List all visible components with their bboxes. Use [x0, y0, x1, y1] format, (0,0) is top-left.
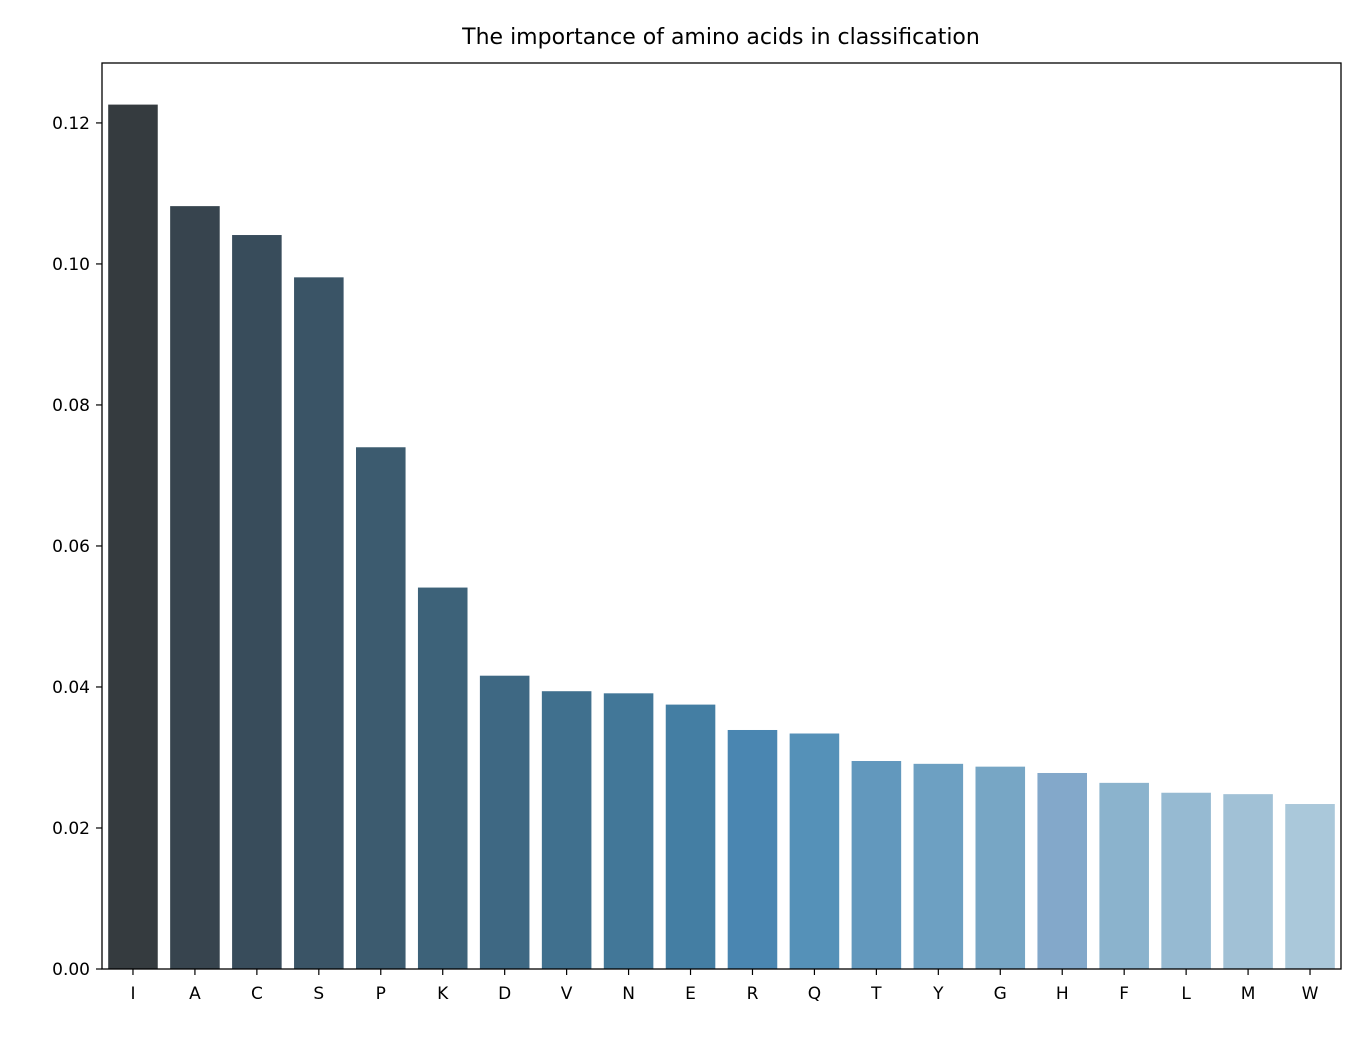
- y-tick-label: 0.12: [52, 114, 90, 134]
- x-tick-label: M: [1241, 984, 1256, 1004]
- bar-D: [479, 675, 530, 969]
- chart-title: The importance of amino acids in classif…: [461, 25, 980, 50]
- x-tick-label: I: [130, 984, 135, 1004]
- x-tick-label: Q: [808, 984, 821, 1004]
- bar-I: [108, 104, 158, 970]
- x-tick-label: T: [870, 984, 882, 1004]
- plot-frame: [101, 62, 1342, 970]
- bar-V: [541, 691, 592, 969]
- x-tick-label: K: [437, 984, 449, 1004]
- x-tick-label: S: [313, 984, 324, 1004]
- bar-A: [170, 206, 220, 969]
- bar-P: [356, 447, 406, 969]
- x-tick-label: G: [994, 984, 1007, 1004]
- x-tick-label: L: [1181, 984, 1191, 1004]
- bar-S: [294, 277, 344, 970]
- x-tick-label: E: [685, 984, 696, 1004]
- bar-Y: [913, 763, 964, 969]
- bar-L: [1161, 792, 1211, 969]
- bar-T: [851, 761, 902, 969]
- bar-K: [417, 587, 468, 969]
- bars-group: [108, 104, 1335, 970]
- x-tick-label: A: [189, 984, 201, 1004]
- bar-H: [1037, 772, 1087, 969]
- x-tick-label: N: [622, 984, 635, 1004]
- x-tick-label: F: [1119, 984, 1129, 1004]
- x-tick-label: D: [498, 984, 511, 1004]
- x-tick-label: V: [561, 984, 573, 1004]
- y-tick-label: 0.08: [52, 396, 90, 416]
- bar-M: [1223, 794, 1273, 969]
- x-tick-label: C: [251, 984, 263, 1004]
- x-tick-label: H: [1056, 984, 1069, 1004]
- bar-E: [665, 704, 716, 969]
- y-tick-label: 0.10: [52, 255, 90, 275]
- bar-W: [1285, 804, 1335, 969]
- y-tick-label: 0.06: [52, 537, 90, 557]
- y-tick-label: 0.02: [52, 819, 90, 839]
- bar-F: [1099, 782, 1149, 969]
- bar-Q: [789, 733, 840, 969]
- x-tick-label: P: [376, 984, 386, 1004]
- x-tick-label: R: [747, 984, 759, 1004]
- x-tick-label: W: [1302, 984, 1319, 1004]
- bar-C: [232, 235, 282, 969]
- y-tick-label: 0.04: [52, 678, 90, 698]
- bar-G: [975, 766, 1026, 969]
- y-tick-label: 0.00: [52, 960, 90, 980]
- y-axis: 0.00 0.02 0.04 0.06 0.08 0.10 0.12: [52, 114, 102, 980]
- bar-N: [603, 693, 654, 969]
- bar-R: [727, 729, 778, 969]
- x-tick-label: Y: [932, 984, 944, 1004]
